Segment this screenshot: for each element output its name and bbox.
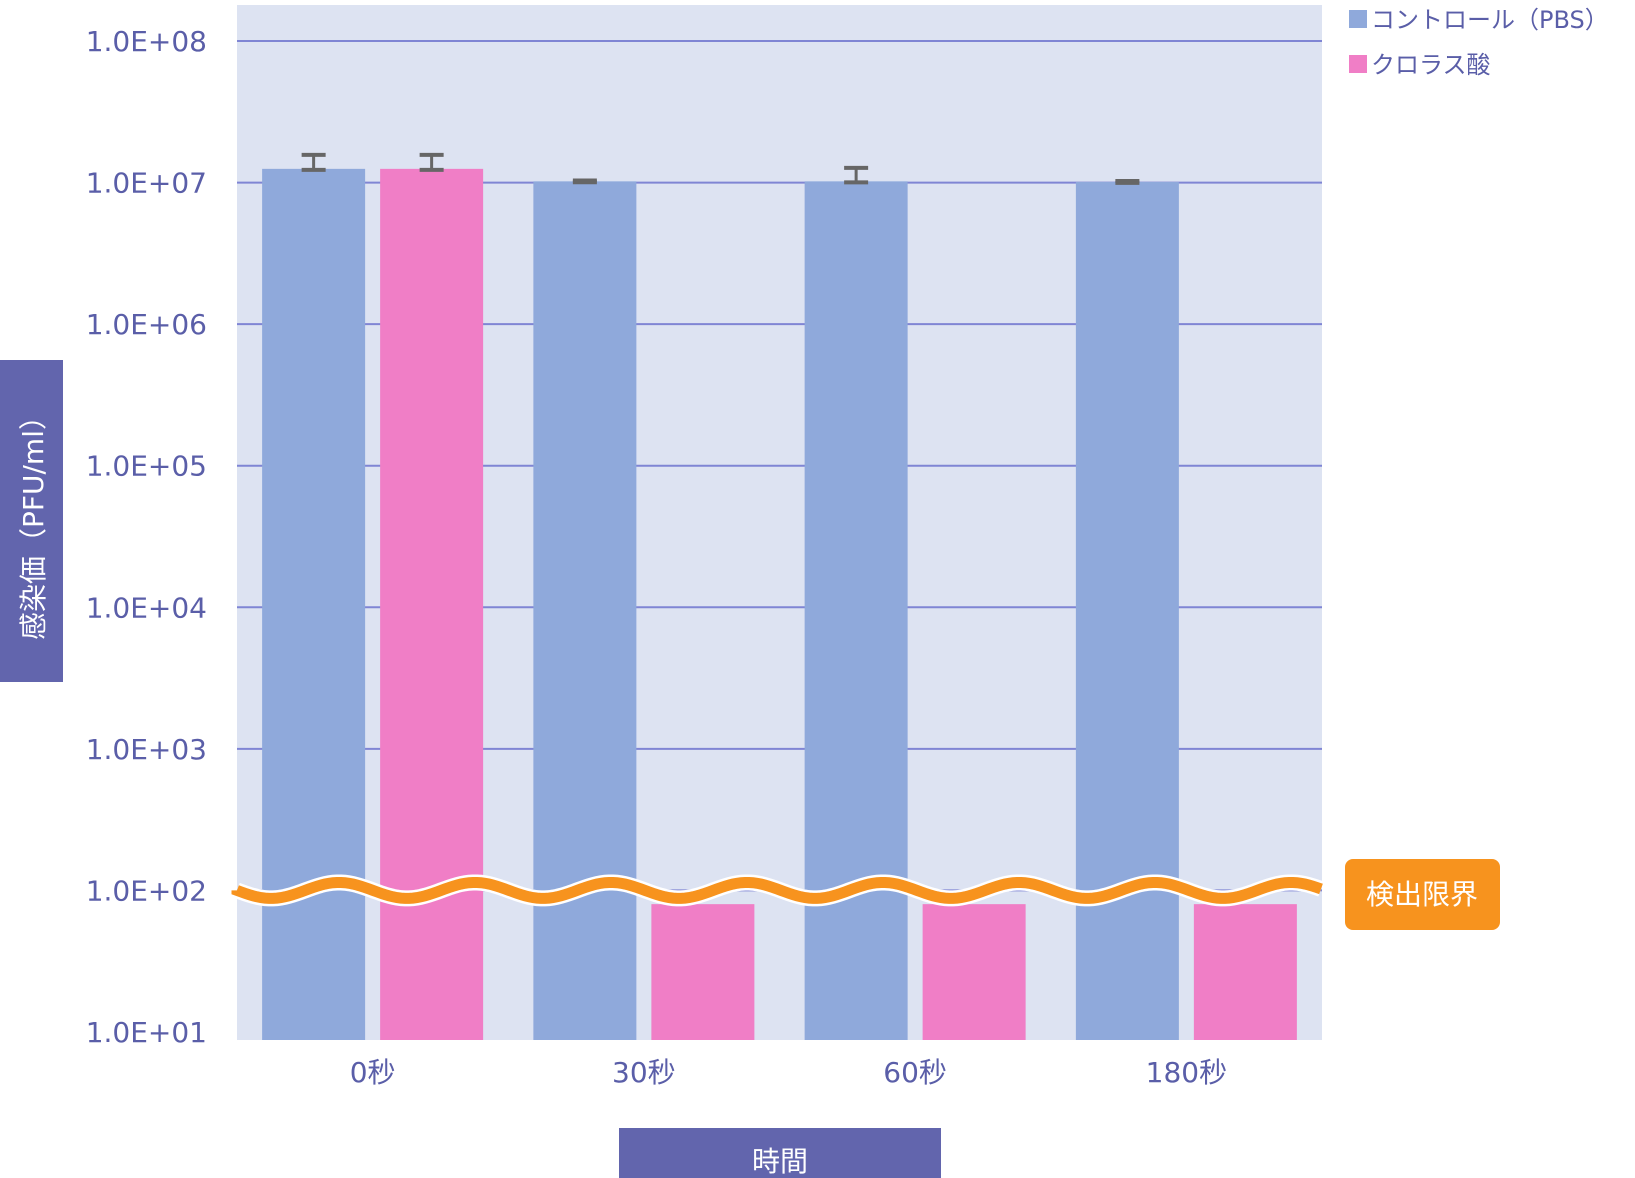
legend-swatch-chlorous-acid <box>1349 55 1367 73</box>
y-tick-label: 1.0E+05 <box>86 450 207 483</box>
y-tick-label: 1.0E+01 <box>86 1016 207 1049</box>
bar <box>922 904 1026 1040</box>
y-tick-label: 1.0E+03 <box>86 733 207 766</box>
x-tick-label: 180秒 <box>1146 1056 1227 1089</box>
legend-label-chlorous-acid: クロラス酸 <box>1371 51 1491 79</box>
x-tick-labels: 0秒 30秒 60秒 180秒 <box>350 1056 1227 1089</box>
bar <box>533 181 637 1041</box>
detection-limit-badge: 検出限界 <box>1345 859 1500 930</box>
error-bars <box>301 152 1140 185</box>
y-tick-label: 1.0E+07 <box>86 167 207 200</box>
detection-limit-label: 検出限界 <box>1366 878 1478 911</box>
x-axis-label-box: 時間 <box>619 1128 941 1178</box>
legend-label-control: コントロール（PBS） <box>1371 6 1609 34</box>
bar <box>804 181 908 1041</box>
bar <box>651 904 755 1040</box>
y-axis-label-box: 感染価（PFU/ml） <box>0 360 63 682</box>
y-tick-label: 1.0E+04 <box>86 591 207 624</box>
detection-limit-line <box>229 874 1324 907</box>
detection-limit-wave <box>231 876 1323 904</box>
y-tick-label: 1.0E+06 <box>86 308 207 341</box>
x-tick-label: 30秒 <box>612 1056 676 1089</box>
bar <box>1193 904 1297 1040</box>
bar <box>262 168 366 1040</box>
y-tick-label: 1.0E+08 <box>86 25 207 58</box>
bar <box>1075 181 1179 1040</box>
y-tick-labels: 1.0E+01 1.0E+02 1.0E+03 1.0E+04 1.0E+05 1.0E+… <box>86 25 207 1049</box>
legend-swatch-control <box>1349 10 1367 28</box>
y-tick-label: 1.0E+02 <box>86 874 207 907</box>
x-tick-label: 0秒 <box>350 1056 396 1089</box>
bar <box>380 168 484 1040</box>
x-tick-label: 60秒 <box>883 1056 947 1089</box>
y-axis-label: 感染価（PFU/ml） <box>17 402 50 640</box>
x-axis-label: 時間 <box>752 1145 808 1178</box>
legend: コントロール（PBS） クロラス酸 <box>1349 6 1609 79</box>
